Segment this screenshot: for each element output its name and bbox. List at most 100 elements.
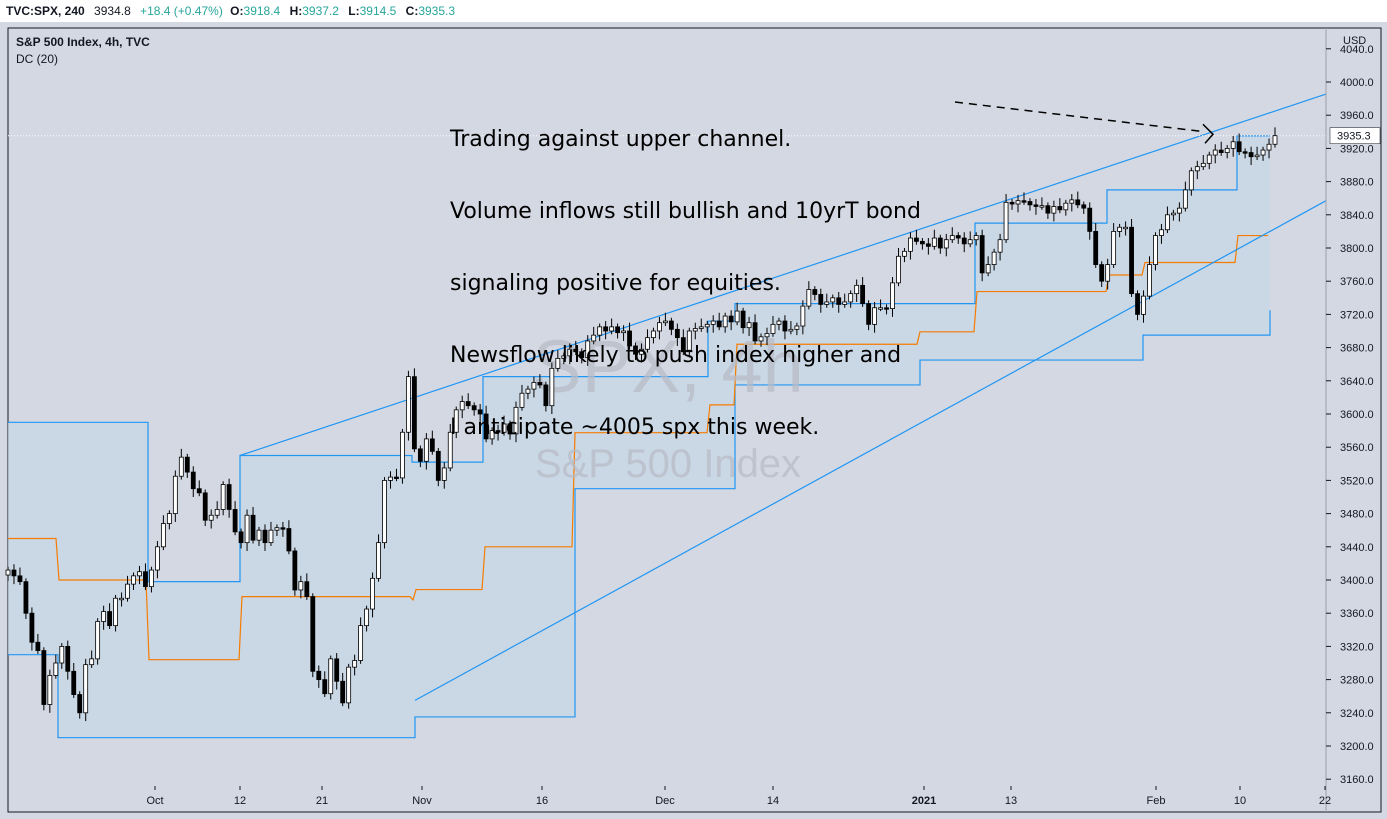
candle [591,326,597,345]
candle [806,281,812,310]
candle-down [674,328,680,339]
candle-up [208,514,214,521]
upper-trendline [239,93,1327,457]
candle [370,572,375,618]
candle [1236,133,1242,156]
candle [238,528,244,549]
candle-up [997,239,1003,253]
candle [1081,201,1087,214]
donchian-lower-band [8,310,1271,739]
candle-up [131,575,136,585]
candle [1135,290,1140,321]
candle-down [292,550,298,591]
candle-down [836,297,842,305]
candle [226,478,232,518]
candle-down [615,326,620,334]
candle [113,594,118,632]
annotation-line: Newsflow likely to push index higher and [450,343,902,368]
candle-up [501,423,507,433]
candle [388,471,393,489]
candle-down [914,237,919,242]
candle-up [908,237,913,252]
candle [196,480,202,497]
candle-down [537,382,543,386]
candle-up [59,646,65,664]
lower-trendline [414,200,1327,701]
candle-up [1254,154,1260,158]
high-label: H: [289,4,303,18]
candle-up [1165,214,1170,231]
candle [1218,141,1224,156]
candle-up [214,509,220,516]
price-tick-label: 3600.0 [1340,409,1374,421]
candle-down [310,596,316,672]
candle-down [627,330,632,347]
candle-down [184,456,190,473]
candle [561,352,567,365]
candle [178,448,184,480]
candle-up [806,289,812,307]
candle [937,234,943,254]
candle [854,279,860,302]
candle [83,658,89,722]
candle-down [1099,264,1105,282]
open-label: O: [230,4,244,18]
watermark-name: S&P 500 Index [535,442,801,486]
candle [734,302,740,326]
candle-up [824,301,830,305]
price-tick-label: 3760.0 [1340,276,1374,288]
candle-down [1236,141,1242,153]
candle [597,323,603,341]
candle-up [842,301,848,305]
candle [573,340,579,356]
candle-up [388,476,393,481]
candle [172,470,178,522]
candle [23,578,29,620]
candle-down [17,575,23,583]
candle [1171,209,1176,221]
candle [543,381,549,412]
candle [776,317,782,331]
candle-down [925,243,931,247]
candle-up [686,330,692,353]
candle [232,501,238,536]
candle-up [770,323,776,334]
candle [1045,202,1051,219]
candle-up [758,336,764,342]
candle [985,256,991,277]
candle-down [1135,293,1140,315]
candle-up [698,326,704,329]
candle-down [29,612,35,643]
chart-legend[interactable]: S&P 500 Index, 4h, TVC DC (20) [16,34,150,68]
candle-down [304,581,310,597]
symbol-ticker[interactable]: TVC:SPX, 240 [6,4,85,18]
candle [53,654,59,679]
time-tick-label: 13 [1005,795,1017,807]
candle [788,321,794,335]
candle-up [902,250,907,257]
candle [722,312,728,333]
candle-up [585,340,591,358]
candle-up [764,333,770,338]
candle-down [782,320,788,332]
candle [812,286,818,301]
candle [1105,258,1111,290]
candle-down [937,237,943,249]
candle [633,342,638,361]
candle [5,566,11,581]
candle-up [1224,148,1230,153]
candle-up [447,431,453,469]
candle-down [543,384,549,407]
candle [1272,127,1278,148]
candle-up [298,581,304,591]
candle [1200,155,1206,170]
candle-up [1266,143,1272,151]
last-price: 3934.8 [94,4,131,18]
time-tick-label: 21 [316,795,328,807]
candle [1075,191,1081,209]
price-tick-label: 3320.0 [1340,641,1374,653]
candle [107,603,112,629]
price-change: +18.4 (+0.47%) [140,4,223,18]
candle [143,563,148,590]
